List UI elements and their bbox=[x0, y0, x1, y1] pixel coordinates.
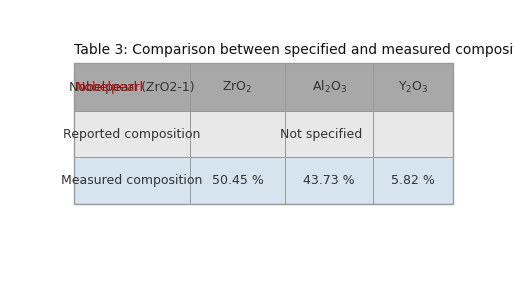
Text: Nobelpearl (ZrO2-1): Nobelpearl (ZrO2-1) bbox=[69, 81, 195, 94]
Text: Reported composition: Reported composition bbox=[63, 128, 200, 141]
Text: Table 3: Comparison between specified and measured composition: Table 3: Comparison between specified an… bbox=[74, 43, 514, 57]
Text: 43.73 %: 43.73 % bbox=[303, 174, 355, 187]
Text: Y$_2$O$_3$: Y$_2$O$_3$ bbox=[397, 80, 428, 95]
Bar bbox=[190, 111, 285, 157]
Bar bbox=[373, 63, 453, 111]
Bar bbox=[190, 63, 285, 111]
Bar bbox=[285, 157, 373, 204]
Bar bbox=[373, 157, 453, 204]
Bar bbox=[74, 111, 190, 157]
Bar bbox=[285, 111, 373, 157]
Text: 5.82 %: 5.82 % bbox=[391, 174, 435, 187]
Bar bbox=[74, 157, 190, 204]
Text: 50.45 %: 50.45 % bbox=[212, 174, 264, 187]
Text: Al$_2$O$_3$: Al$_2$O$_3$ bbox=[311, 79, 346, 95]
Bar bbox=[74, 63, 190, 111]
Bar bbox=[74, 63, 453, 204]
Bar bbox=[190, 157, 285, 204]
Text: Nobelpearl: Nobelpearl bbox=[76, 81, 144, 94]
Text: Not specified: Not specified bbox=[280, 128, 362, 141]
Text: Measured composition: Measured composition bbox=[61, 174, 203, 187]
Bar bbox=[373, 111, 453, 157]
Text: ZrO$_2$: ZrO$_2$ bbox=[223, 80, 253, 95]
Bar bbox=[285, 63, 373, 111]
